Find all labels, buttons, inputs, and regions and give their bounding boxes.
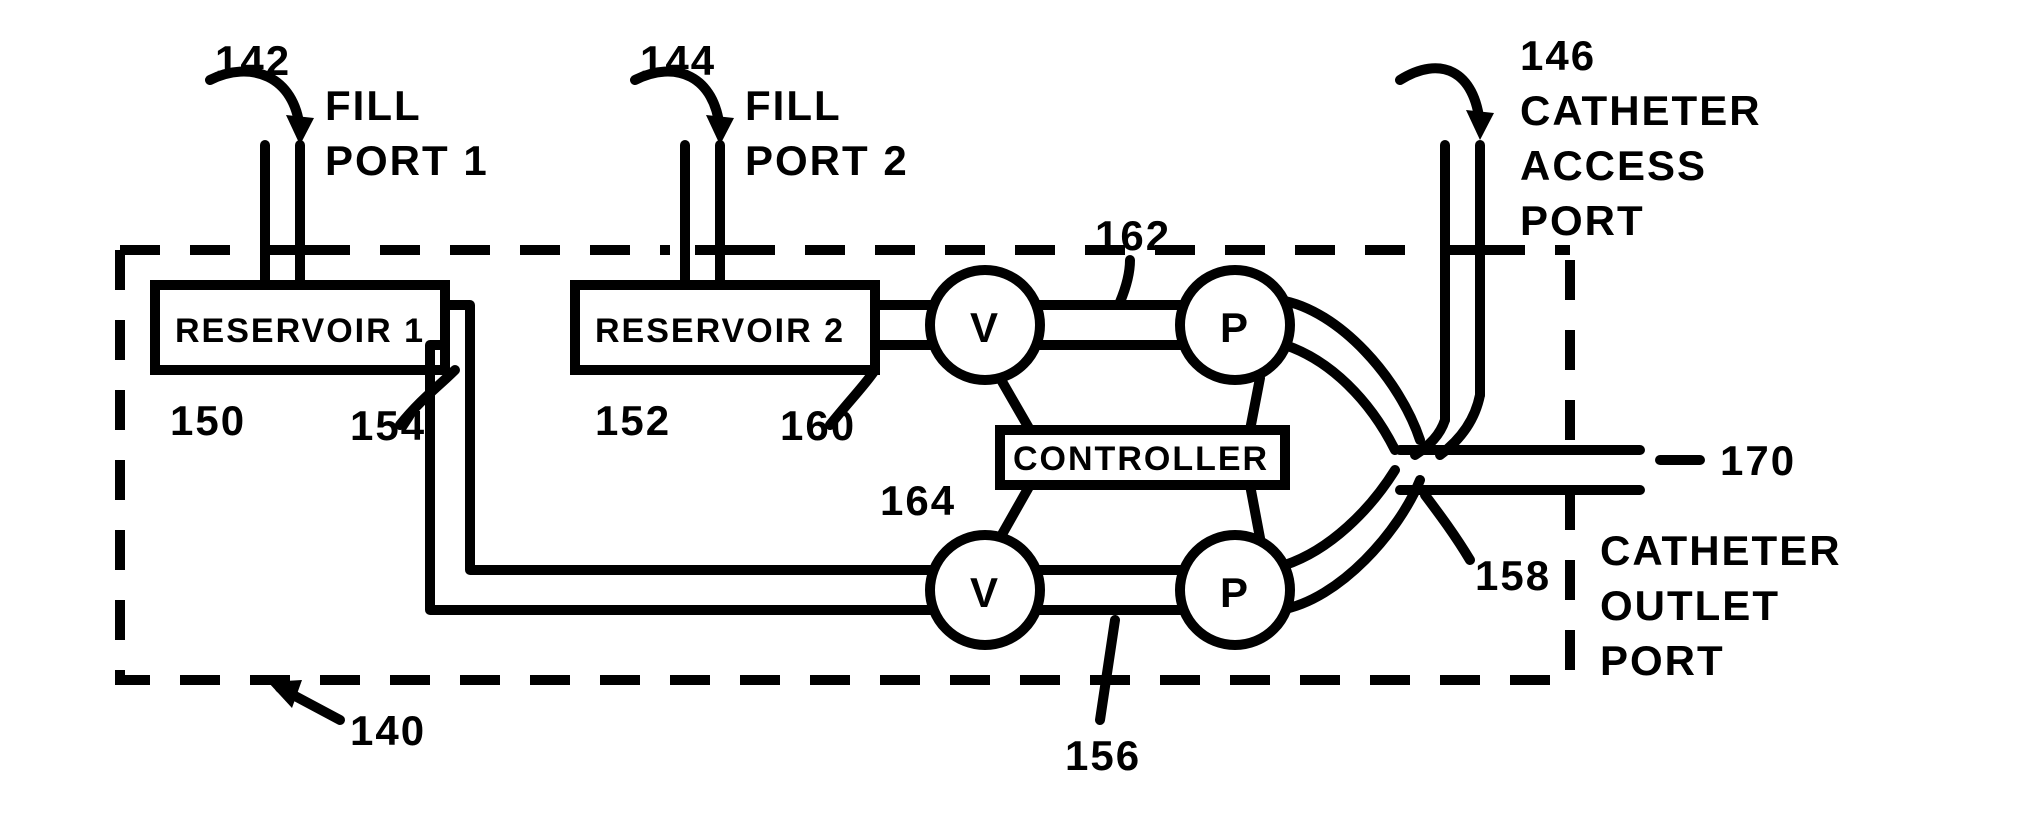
pointer-146 xyxy=(1400,68,1480,125)
reservoir-1-label: RESERVOIR 1 xyxy=(175,312,425,350)
ctrl-to-vbot xyxy=(1000,485,1030,538)
ref-162: 162 xyxy=(1095,212,1171,259)
fill1-label-2: PORT 1 xyxy=(325,137,489,184)
line-ptop-y-a xyxy=(1280,300,1420,440)
ref-142: 142 xyxy=(215,37,291,84)
ref-160: 160 xyxy=(780,402,856,449)
ctrl-to-pbot xyxy=(1250,485,1260,538)
fill2-label-2: PORT 2 xyxy=(745,137,909,184)
pump-top-label: P xyxy=(1220,304,1250,351)
pointer-140-head xyxy=(268,680,302,708)
pump-bot-label: P xyxy=(1220,569,1250,616)
ref-146: 146 xyxy=(1520,32,1596,79)
pointer-158 xyxy=(1425,495,1470,560)
cath-access-label-2: ACCESS xyxy=(1520,142,1707,189)
fill1-label-1: FILL xyxy=(325,82,422,129)
ref-152: 152 xyxy=(595,397,671,444)
cath-outlet-label-2: OUTLET xyxy=(1600,582,1780,629)
ref-170: 170 xyxy=(1720,437,1796,484)
pointer-144-head xyxy=(706,115,734,145)
ctrl-to-vtop xyxy=(1000,378,1030,430)
ref-158: 158 xyxy=(1475,552,1551,599)
valve-bot-label: V xyxy=(970,569,1000,616)
cath-access-label-1: CATHETER xyxy=(1520,87,1762,134)
ctrl-to-ptop xyxy=(1250,378,1260,430)
diagram-canvas: RESERVOIR 1 RESERVOIR 2 CONTROLLER V V P… xyxy=(0,0,2039,820)
controller-label: CONTROLLER xyxy=(1013,440,1269,478)
pointer-146-head xyxy=(1466,110,1494,140)
pointer-162 xyxy=(1120,260,1130,302)
ref-156: 156 xyxy=(1065,732,1141,779)
ref-154: 154 xyxy=(350,402,426,449)
pointer-156 xyxy=(1100,620,1115,720)
ref-140: 140 xyxy=(350,707,426,754)
pointer-142-head xyxy=(286,115,314,145)
ref-150: 150 xyxy=(170,397,246,444)
cath-access-label-3: PORT xyxy=(1520,197,1645,244)
cath-outlet-label-3: PORT xyxy=(1600,637,1725,684)
ref-164: 164 xyxy=(880,477,956,524)
valve-top-label: V xyxy=(970,304,1000,351)
fill2-label-1: FILL xyxy=(745,82,842,129)
cath-outlet-label-1: CATHETER xyxy=(1600,527,1842,574)
ref-144: 144 xyxy=(640,37,716,84)
reservoir-2-label: RESERVOIR 2 xyxy=(595,312,845,350)
line-pbot-y-b xyxy=(1280,480,1420,610)
